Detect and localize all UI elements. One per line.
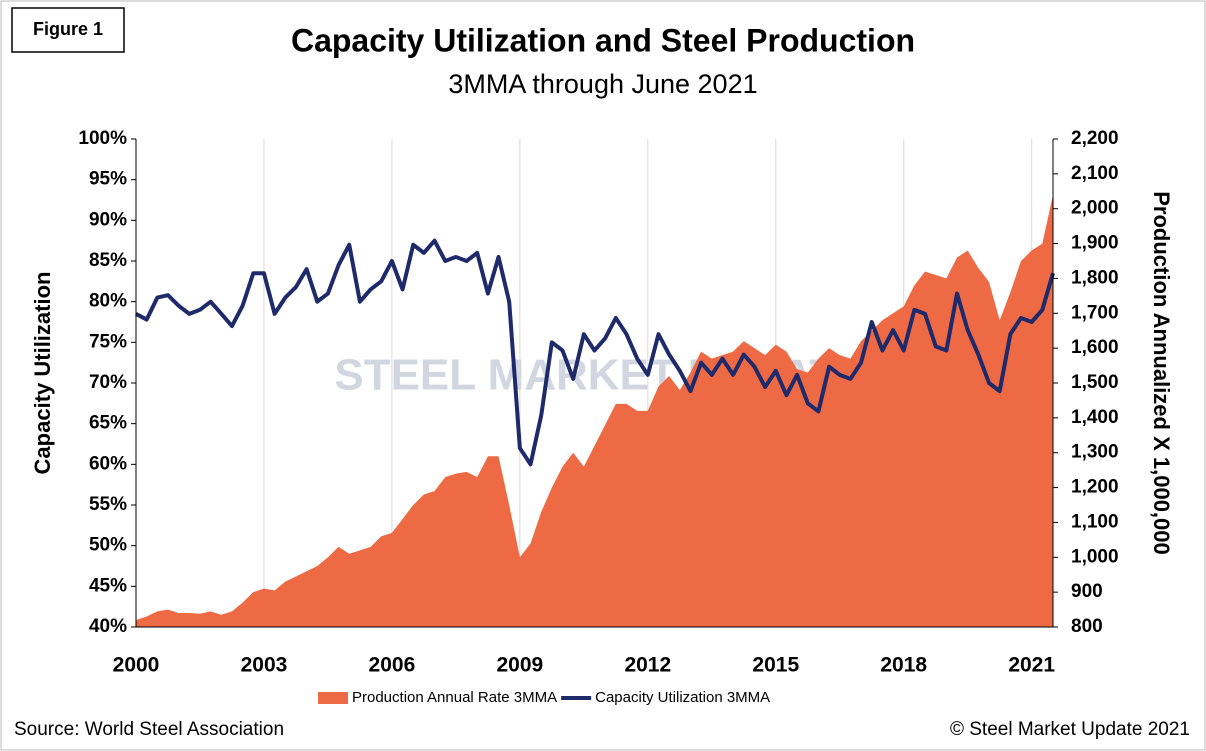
y-tick-label: 50% xyxy=(89,535,127,556)
y-tick-label: 75% xyxy=(89,331,127,352)
y2-tick-label: 1,600 xyxy=(1071,337,1119,358)
y2-tick-label: 1,100 xyxy=(1071,511,1119,532)
legend-label: Production Annual Rate 3MMA xyxy=(352,689,557,706)
x-tick-label: 2018 xyxy=(880,654,927,677)
figure-label: Figure 1 xyxy=(33,19,103,39)
y2-tick-label: 2,200 xyxy=(1071,128,1119,149)
y2-tick-label: 1,400 xyxy=(1071,407,1119,428)
y-tick-label: 60% xyxy=(89,453,127,474)
legend-label: Capacity Utilization 3MMA xyxy=(595,689,770,706)
y2-tick-label: 2,100 xyxy=(1071,163,1119,184)
line xyxy=(135,238,1055,467)
y-tick-label: 65% xyxy=(89,413,127,434)
y-tick-label: 95% xyxy=(89,169,127,190)
x-tick-label: 2003 xyxy=(241,654,288,677)
y2-tick-label: 1,300 xyxy=(1071,442,1119,463)
y2-tick-label: 1,000 xyxy=(1071,546,1119,567)
y2-tick-label: 1,700 xyxy=(1071,302,1119,323)
y2-tick-label: 1,500 xyxy=(1071,372,1119,393)
y-tick-label: 70% xyxy=(89,372,127,393)
plot-area: STEEL MARKET UPDATEpart of the CRU Group… xyxy=(78,128,1118,706)
chart-title: Capacity Utilization and Steel Productio… xyxy=(291,22,915,58)
y-tick-label: 40% xyxy=(89,616,127,637)
x-tick-label: 2012 xyxy=(624,654,671,677)
legend-swatch xyxy=(318,692,348,704)
y2-tick-label: 1,900 xyxy=(1071,233,1119,254)
y2-tick-label: 1,200 xyxy=(1071,477,1119,498)
y-tick-label: 90% xyxy=(89,209,127,230)
x-tick-label: 2006 xyxy=(369,654,416,677)
x-tick-label: 2021 xyxy=(1008,654,1055,677)
y2-tick-label: 1,800 xyxy=(1071,267,1119,288)
y-tick-label: 55% xyxy=(89,494,127,515)
y-tick-label: 100% xyxy=(78,128,127,149)
y-tick-label: 85% xyxy=(89,250,127,271)
source-note: Source: World Steel Association xyxy=(14,719,284,740)
y2-axis-label: Production Annualized X 1,000,000 xyxy=(1149,191,1174,555)
copyright-note: © Steel Market Update 2021 xyxy=(950,719,1190,740)
y-axis-label: Capacity Utilization xyxy=(30,272,55,475)
y2-tick-label: 800 xyxy=(1071,616,1103,637)
x-tick-label: 2009 xyxy=(497,654,544,677)
figure-box xyxy=(11,7,125,53)
area xyxy=(136,194,1053,627)
y2-tick-label: 2,000 xyxy=(1071,198,1119,219)
y2-tick-label: 900 xyxy=(1071,581,1103,602)
x-tick-label: 2015 xyxy=(752,654,799,677)
x-tick-label: 2000 xyxy=(113,654,160,677)
chart-subtitle: 3MMA through June 2021 xyxy=(448,69,757,99)
y-tick-label: 45% xyxy=(89,575,127,596)
y-tick-label: 80% xyxy=(89,291,127,312)
